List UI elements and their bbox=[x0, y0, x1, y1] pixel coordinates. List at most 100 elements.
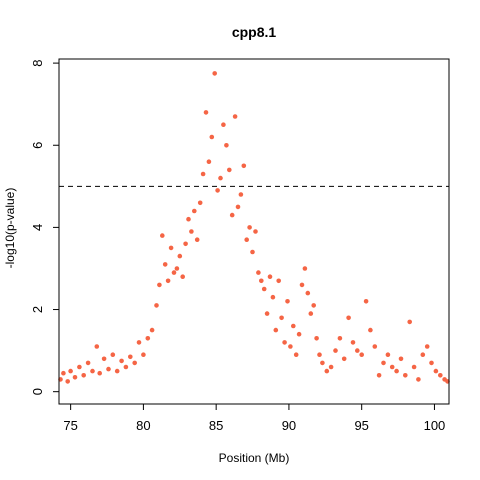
data-point bbox=[381, 360, 386, 366]
data-point bbox=[177, 253, 183, 259]
data-point bbox=[165, 278, 171, 284]
data-point bbox=[106, 366, 111, 372]
data-point bbox=[424, 344, 430, 349]
y-tick-label: 0 bbox=[30, 388, 45, 395]
x-axis: 75 80 85 90 95 100 bbox=[63, 404, 445, 433]
data-point bbox=[114, 368, 120, 374]
data-point bbox=[200, 171, 206, 177]
data-point bbox=[350, 340, 356, 345]
data-point bbox=[194, 237, 200, 242]
data-point bbox=[149, 327, 155, 333]
data-point bbox=[77, 364, 82, 370]
data-point bbox=[192, 208, 197, 214]
data-point bbox=[385, 352, 391, 358]
data-point bbox=[394, 368, 399, 374]
data-point bbox=[285, 299, 290, 304]
chart-title: cpp8.1 bbox=[232, 24, 277, 40]
y-tick-label: 4 bbox=[30, 224, 45, 231]
y-tick-label: 8 bbox=[30, 59, 45, 66]
data-point bbox=[293, 352, 299, 358]
data-point bbox=[346, 315, 351, 321]
x-tick-label: 85 bbox=[209, 418, 223, 433]
data-point bbox=[183, 241, 188, 247]
data-point bbox=[119, 358, 124, 364]
y-axis: 0 2 4 6 8 bbox=[30, 59, 59, 395]
data-point bbox=[259, 278, 264, 284]
data-point bbox=[308, 311, 314, 316]
data-point bbox=[302, 266, 308, 271]
data-point bbox=[324, 368, 330, 374]
y-tick-label: 6 bbox=[30, 142, 45, 149]
data-point bbox=[273, 327, 279, 333]
data-point bbox=[229, 212, 235, 218]
x-tick-label: 100 bbox=[424, 418, 446, 433]
data-point bbox=[276, 278, 282, 284]
data-point bbox=[206, 159, 212, 164]
data-point bbox=[171, 270, 177, 275]
data-point bbox=[221, 122, 226, 127]
data-point bbox=[279, 315, 284, 321]
data-point bbox=[72, 375, 78, 380]
data-point bbox=[218, 175, 223, 181]
data-point bbox=[429, 360, 434, 366]
data-point bbox=[314, 336, 319, 341]
data-point bbox=[320, 360, 325, 366]
y-axis-title: -log10(p-value) bbox=[3, 188, 17, 269]
data-point bbox=[68, 368, 73, 374]
data-point bbox=[209, 134, 215, 140]
data-point bbox=[65, 379, 70, 384]
data-point bbox=[372, 344, 378, 349]
data-point bbox=[154, 303, 159, 308]
data-point bbox=[145, 336, 151, 341]
data-point bbox=[416, 377, 421, 382]
data-point bbox=[267, 274, 273, 280]
data-point bbox=[438, 373, 443, 378]
data-point bbox=[81, 373, 86, 378]
data-point bbox=[407, 319, 413, 325]
data-point bbox=[264, 311, 270, 316]
data-point bbox=[250, 249, 255, 255]
x-tick-label: 95 bbox=[354, 418, 368, 433]
x-axis-title: Position (Mb) bbox=[219, 451, 290, 465]
x-tick-label: 75 bbox=[63, 418, 77, 433]
data-point bbox=[291, 323, 296, 329]
data-point bbox=[403, 373, 408, 378]
data-point bbox=[128, 354, 133, 360]
data-point bbox=[238, 192, 244, 197]
data-point bbox=[244, 237, 249, 242]
data-point bbox=[85, 360, 91, 366]
data-point bbox=[359, 352, 365, 358]
data-point bbox=[433, 368, 439, 374]
data-point bbox=[61, 370, 66, 376]
data-point bbox=[241, 163, 247, 169]
data-point bbox=[136, 340, 142, 345]
data-point bbox=[261, 286, 267, 292]
data-point bbox=[270, 294, 276, 300]
data-point bbox=[253, 229, 258, 234]
data-point bbox=[215, 188, 220, 193]
data-point bbox=[94, 344, 100, 349]
data-point bbox=[376, 373, 382, 378]
data-point bbox=[317, 352, 322, 358]
data-points bbox=[58, 71, 450, 384]
data-point bbox=[132, 360, 137, 366]
data-point bbox=[97, 370, 102, 376]
data-point bbox=[101, 356, 107, 362]
data-point bbox=[168, 245, 174, 251]
data-point bbox=[247, 225, 252, 230]
data-point bbox=[189, 229, 194, 234]
data-point bbox=[337, 336, 343, 341]
data-point bbox=[328, 364, 334, 370]
data-point bbox=[235, 204, 241, 210]
y-tick-label: 2 bbox=[30, 306, 45, 313]
data-point bbox=[305, 290, 311, 296]
data-point bbox=[212, 71, 217, 76]
data-point bbox=[299, 282, 305, 288]
data-point bbox=[174, 266, 180, 271]
data-point bbox=[311, 303, 317, 308]
data-point bbox=[363, 299, 369, 304]
data-point bbox=[141, 352, 146, 358]
data-point bbox=[180, 274, 185, 280]
data-point bbox=[282, 340, 287, 345]
